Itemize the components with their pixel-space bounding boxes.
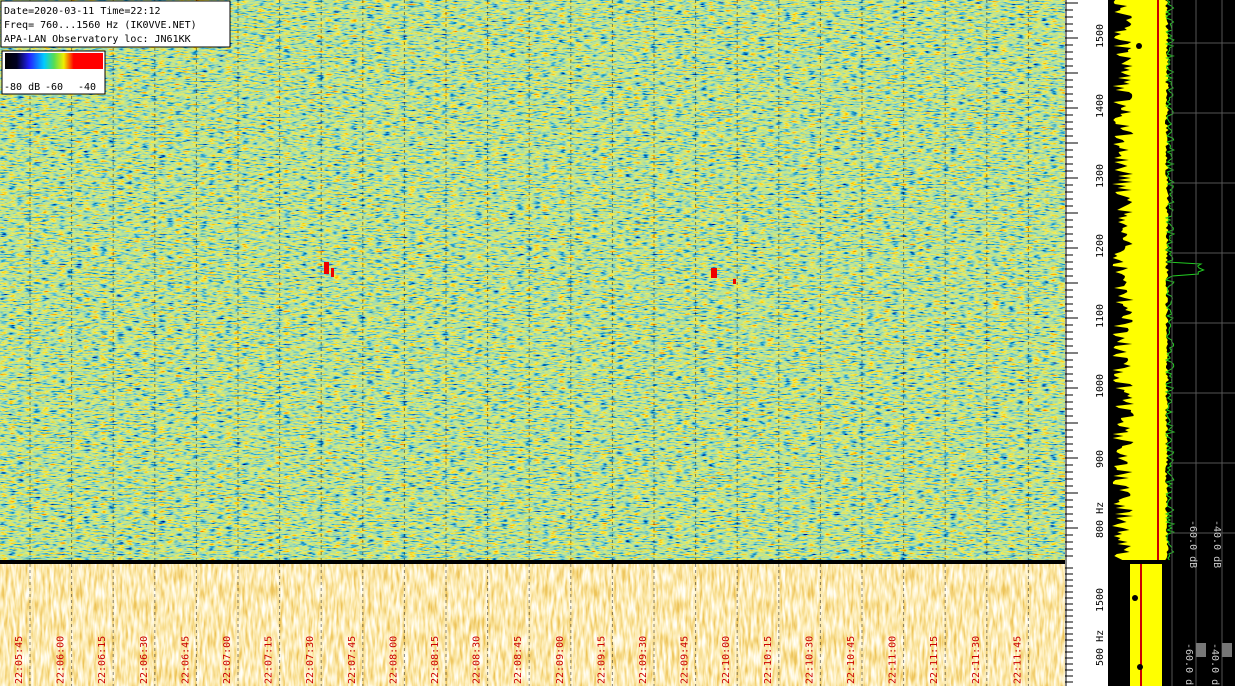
lower-spectrum [1130,564,1162,686]
colorbar-label: -80 dB [4,82,40,93]
spectrum-peak-trace [1164,0,1205,561]
info-date: Date=2020-03-11 Time=22:12 [4,6,161,17]
ruler-ticks [1065,0,1078,686]
frequency-label: 500 Hz [1095,630,1106,666]
lower-waterfall [0,564,1065,686]
level-grid [1171,0,1235,686]
level-label: -40.0 dB [1211,520,1222,568]
time-label: 22:05:45 [14,636,25,684]
meteor-echoes [324,262,736,284]
marker [1132,595,1138,601]
time-label: 22:11:45 [1012,636,1023,684]
time-label: 22:10:15 [763,636,774,684]
time-label: 22:08:45 [513,636,524,684]
time-label: 22:08:15 [430,636,441,684]
level-label: -60.0 dB [1183,643,1194,686]
frequency-label: 1000 [1095,374,1106,398]
level-label: -40.0 dB [1209,643,1220,686]
scroll-handle [1196,643,1206,657]
frequency-label: 1500 [1095,24,1106,48]
colorbar-label: -60 [45,82,63,93]
frequency-label: 1500 [1095,588,1106,612]
time-label: 22:06:00 [56,636,67,684]
time-label: 22:10:45 [846,636,857,684]
time-label: 22:09:00 [555,636,566,684]
time-labels: 22:05:45 22:06:00 22:06:15 22:06:30 22:06:45… [14,636,1023,684]
info-box [0,0,231,48]
time-label: 22:07:30 [305,636,316,684]
info-freq: Freq= 760...1560 Hz (IK0VVE.NET) [4,20,197,31]
level-label: -60.0 dB [1187,520,1198,568]
time-label: 22:11:15 [929,636,940,684]
time-label: 22:10:30 [804,636,815,684]
frequency-label: 1200 [1095,234,1106,258]
spectrum-trace [1112,0,1169,560]
time-label: 22:09:30 [638,636,649,684]
time-label: 22:11:00 [888,636,899,684]
time-label: 22:08:00 [388,636,399,684]
time-label: 22:08:30 [472,636,483,684]
time-grid [29,0,1029,686]
frequency-label: 1100 [1095,304,1106,328]
time-label: 22:07:45 [347,636,358,684]
time-label: 22:09:15 [596,636,607,684]
time-label: 22:09:45 [680,636,691,684]
time-label: 22:06:30 [139,636,150,684]
marker [1137,664,1143,670]
frequency-label: 1300 [1095,164,1106,188]
separator [0,560,1065,564]
frequency-labels: 1500 1400 1300 1200 1100 1000 900 800 Hz 1500 500… [1095,24,1106,666]
time-label: 22:11:30 [971,636,982,684]
time-label: 22:06:15 [97,636,108,684]
info-location: APA-LAN Observatory loc: JN61KK [4,34,191,45]
colorbar-label: -40 [78,82,96,93]
frequency-label: 800 Hz [1095,502,1106,538]
time-label: 22:07:15 [264,636,275,684]
marker [1136,43,1142,49]
colorbar [5,53,103,69]
frequency-ruler [1065,0,1108,686]
time-label: 22:07:00 [222,636,233,684]
time-label: 22:10:00 [721,636,732,684]
scroll-handle [1222,643,1232,657]
waterfall-texture [0,0,1065,560]
time-label: 22:06:45 [180,636,191,684]
frequency-label: 900 [1095,450,1106,468]
frequency-label: 1400 [1095,94,1106,118]
